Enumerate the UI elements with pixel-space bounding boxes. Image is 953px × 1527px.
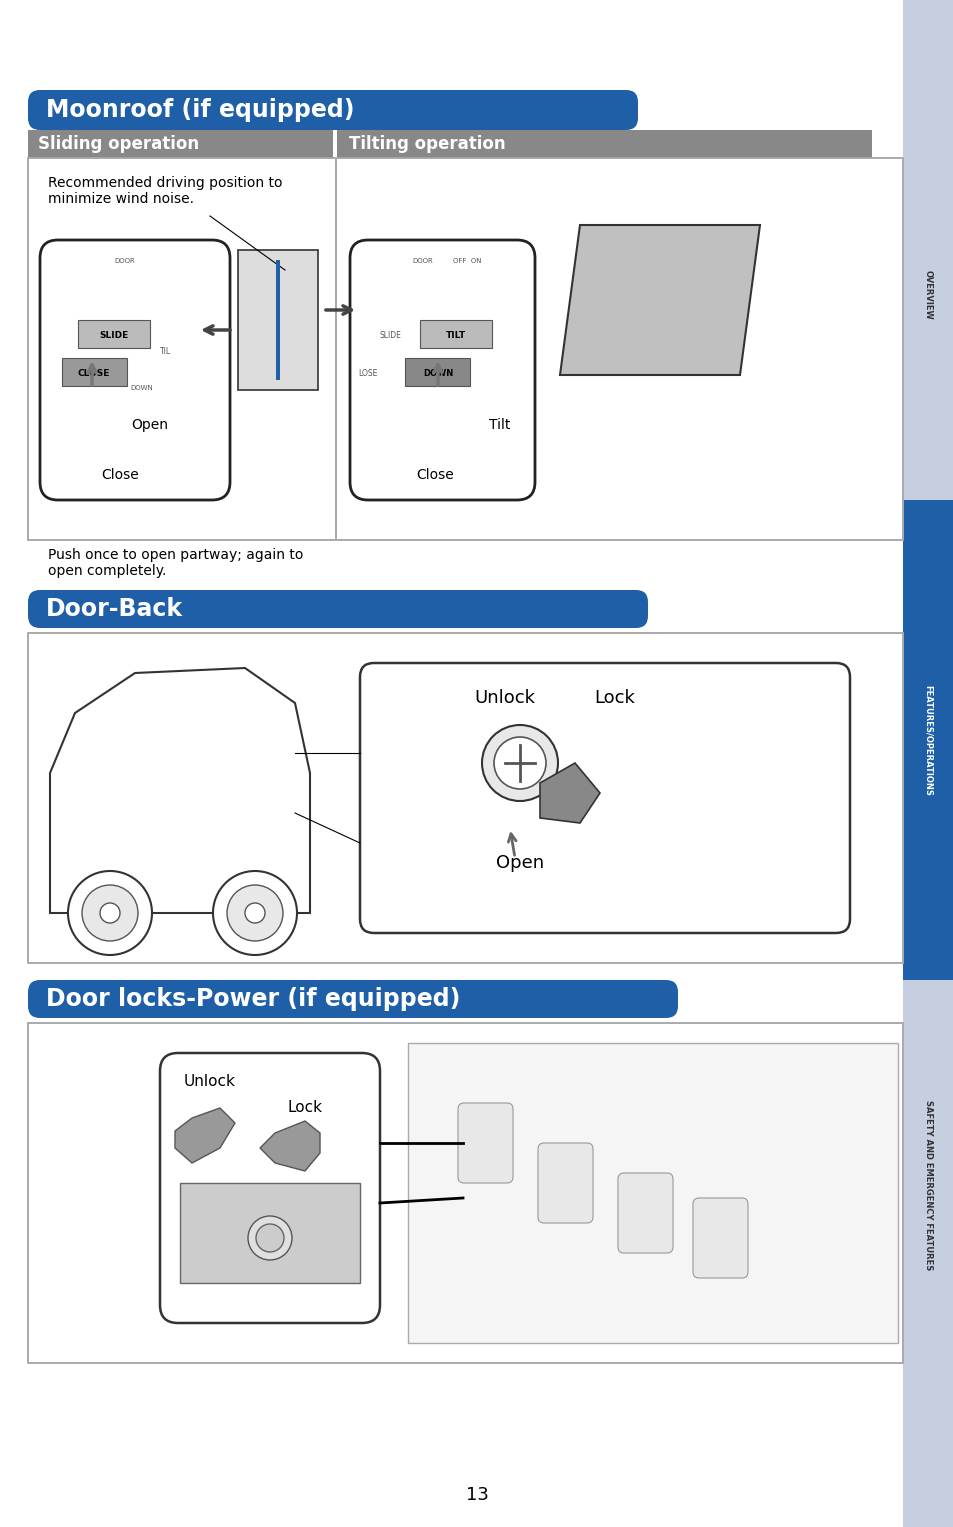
FancyBboxPatch shape bbox=[28, 980, 678, 1019]
Text: Unlock: Unlock bbox=[474, 689, 535, 707]
FancyBboxPatch shape bbox=[350, 240, 535, 499]
Text: Close: Close bbox=[101, 467, 139, 483]
FancyBboxPatch shape bbox=[537, 1144, 593, 1223]
Text: SAFETY AND EMERGENCY FEATURES: SAFETY AND EMERGENCY FEATURES bbox=[923, 1099, 932, 1270]
Text: OVERVIEW: OVERVIEW bbox=[923, 270, 932, 319]
Bar bbox=[180, 1183, 359, 1283]
Circle shape bbox=[227, 886, 283, 941]
Text: TIL: TIL bbox=[160, 348, 171, 356]
Bar bbox=[237, 250, 317, 389]
Circle shape bbox=[245, 902, 265, 922]
Bar bbox=[419, 321, 492, 348]
Text: Push once to open partway; again to
open completely.: Push once to open partway; again to open… bbox=[48, 548, 303, 579]
Polygon shape bbox=[260, 1121, 319, 1171]
Bar bbox=[28, 634, 902, 964]
Bar bbox=[335, 157, 336, 541]
Circle shape bbox=[255, 1225, 284, 1252]
Polygon shape bbox=[408, 1043, 897, 1344]
FancyBboxPatch shape bbox=[160, 1054, 379, 1322]
FancyBboxPatch shape bbox=[457, 1102, 513, 1183]
Text: Door-Back: Door-Back bbox=[46, 597, 183, 621]
Text: TILT: TILT bbox=[445, 330, 466, 339]
Text: Lock: Lock bbox=[594, 689, 635, 707]
Text: Lock: Lock bbox=[287, 1101, 322, 1116]
Circle shape bbox=[494, 738, 545, 789]
Bar bbox=[62, 357, 127, 386]
Bar bbox=[902, 0, 953, 1527]
Text: Unlock: Unlock bbox=[184, 1073, 235, 1089]
Circle shape bbox=[213, 870, 296, 954]
Polygon shape bbox=[174, 1109, 234, 1164]
Bar bbox=[902, 499, 953, 980]
FancyBboxPatch shape bbox=[359, 663, 849, 933]
Text: Open: Open bbox=[496, 854, 543, 872]
Polygon shape bbox=[559, 224, 760, 376]
Bar bbox=[78, 321, 150, 348]
Text: LOSE: LOSE bbox=[358, 368, 377, 377]
Bar bbox=[28, 130, 333, 157]
Text: Tilting operation: Tilting operation bbox=[349, 134, 505, 153]
Text: Recommended driving position to
minimize wind noise.: Recommended driving position to minimize… bbox=[48, 176, 282, 206]
Text: DOOR: DOOR bbox=[114, 258, 135, 264]
Text: DOOR: DOOR bbox=[412, 258, 433, 264]
Polygon shape bbox=[50, 667, 310, 913]
Text: 13: 13 bbox=[465, 1486, 488, 1504]
Bar bbox=[405, 357, 470, 386]
Text: SLIDE: SLIDE bbox=[378, 330, 400, 339]
Text: Sliding operation: Sliding operation bbox=[38, 134, 199, 153]
Text: OFF  ON: OFF ON bbox=[453, 258, 481, 264]
Text: Tilt: Tilt bbox=[489, 418, 510, 432]
Bar bbox=[28, 1023, 902, 1364]
Text: Moonroof (if equipped): Moonroof (if equipped) bbox=[46, 98, 355, 122]
Bar bbox=[28, 634, 902, 964]
Text: Open: Open bbox=[132, 418, 169, 432]
Text: Door locks-Power (if equipped): Door locks-Power (if equipped) bbox=[46, 986, 460, 1011]
Text: Close: Close bbox=[416, 467, 454, 483]
Text: FEATURES/OPERATIONS: FEATURES/OPERATIONS bbox=[923, 684, 932, 796]
Circle shape bbox=[100, 902, 120, 922]
Circle shape bbox=[68, 870, 152, 954]
Polygon shape bbox=[539, 764, 599, 823]
Circle shape bbox=[481, 725, 558, 802]
Circle shape bbox=[248, 1215, 292, 1260]
FancyBboxPatch shape bbox=[618, 1173, 672, 1254]
Bar bbox=[28, 157, 902, 541]
Circle shape bbox=[82, 886, 138, 941]
Bar bbox=[28, 157, 902, 541]
Text: DOWN: DOWN bbox=[422, 368, 453, 377]
Text: SLIDE: SLIDE bbox=[99, 330, 129, 339]
FancyBboxPatch shape bbox=[28, 589, 647, 628]
FancyBboxPatch shape bbox=[28, 90, 638, 130]
FancyBboxPatch shape bbox=[692, 1199, 747, 1278]
Bar bbox=[28, 1023, 902, 1364]
Text: CLOSE: CLOSE bbox=[78, 368, 111, 377]
Bar bbox=[336, 130, 871, 157]
Bar bbox=[275, 260, 280, 380]
Text: DOWN: DOWN bbox=[130, 385, 152, 391]
FancyBboxPatch shape bbox=[40, 240, 230, 499]
